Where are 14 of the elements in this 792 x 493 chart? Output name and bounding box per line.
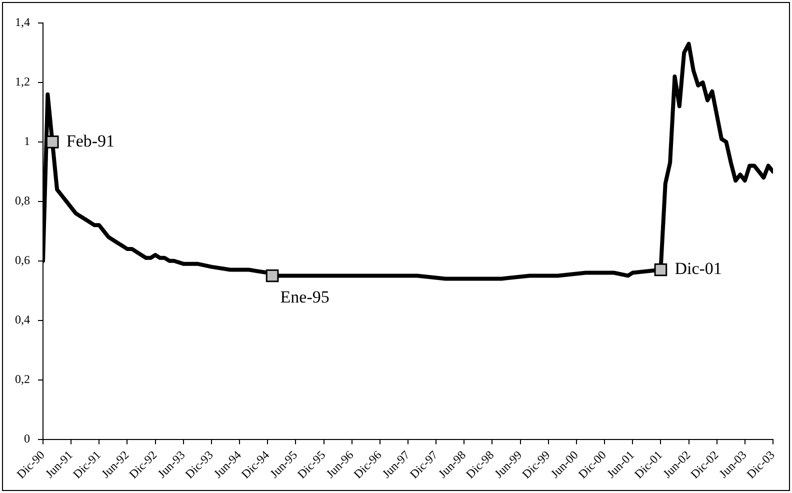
point xyxy=(654,263,668,276)
annotation: Feb-91 xyxy=(66,131,115,150)
y-tick-label: 0,2 xyxy=(15,372,30,386)
annotation: Ene-95 xyxy=(280,288,330,307)
y-tick-label: 0,6 xyxy=(15,253,30,268)
y-tick-label: 0,8 xyxy=(15,194,30,208)
y-tick-label: 1,2 xyxy=(15,74,30,89)
annotation: Dic-01 xyxy=(674,259,722,278)
y-tick-label: 1 xyxy=(24,134,30,148)
point xyxy=(46,136,59,148)
point xyxy=(266,269,279,282)
y-tick-label: 0 xyxy=(24,431,30,446)
y-tick-label: 1,4 xyxy=(15,15,30,30)
y-tick-label: 0,4 xyxy=(15,312,30,326)
